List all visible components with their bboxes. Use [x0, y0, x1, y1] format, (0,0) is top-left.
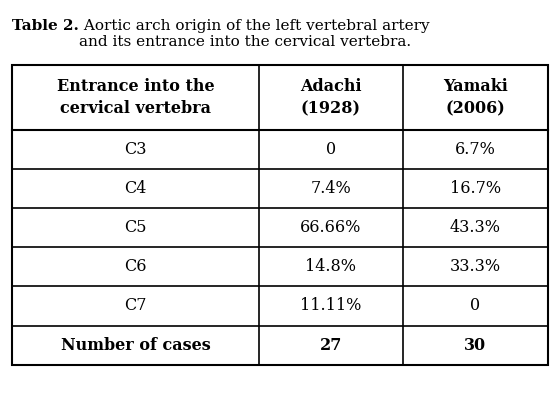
Text: C4: C4: [124, 180, 147, 197]
Text: 16.7%: 16.7%: [450, 180, 501, 197]
Text: Table 2.: Table 2.: [12, 19, 79, 33]
Text: C5: C5: [124, 219, 147, 236]
Text: Yamaki
(2006): Yamaki (2006): [443, 78, 508, 117]
Text: 7.4%: 7.4%: [310, 180, 351, 197]
Text: Entrance into the
cervical vertebra: Entrance into the cervical vertebra: [57, 78, 214, 117]
Text: C3: C3: [124, 141, 147, 158]
Text: 14.8%: 14.8%: [305, 258, 356, 276]
Text: 11.11%: 11.11%: [300, 297, 362, 315]
Text: C6: C6: [124, 258, 147, 276]
Text: Adachi
(1928): Adachi (1928): [300, 78, 362, 117]
Text: 66.66%: 66.66%: [300, 219, 362, 236]
Text: C7: C7: [124, 297, 147, 315]
Text: 30: 30: [464, 336, 487, 354]
Bar: [12, 65, 548, 365]
Text: Number of cases: Number of cases: [60, 336, 211, 354]
Text: Aortic arch origin of the left vertebral artery
and its entrance into the cervic: Aortic arch origin of the left vertebral…: [79, 19, 430, 49]
Text: 43.3%: 43.3%: [450, 219, 501, 236]
Text: 33.3%: 33.3%: [450, 258, 501, 276]
Text: 0: 0: [470, 297, 480, 315]
Text: 0: 0: [326, 141, 336, 158]
Text: 27: 27: [320, 336, 342, 354]
Text: 6.7%: 6.7%: [455, 141, 496, 158]
